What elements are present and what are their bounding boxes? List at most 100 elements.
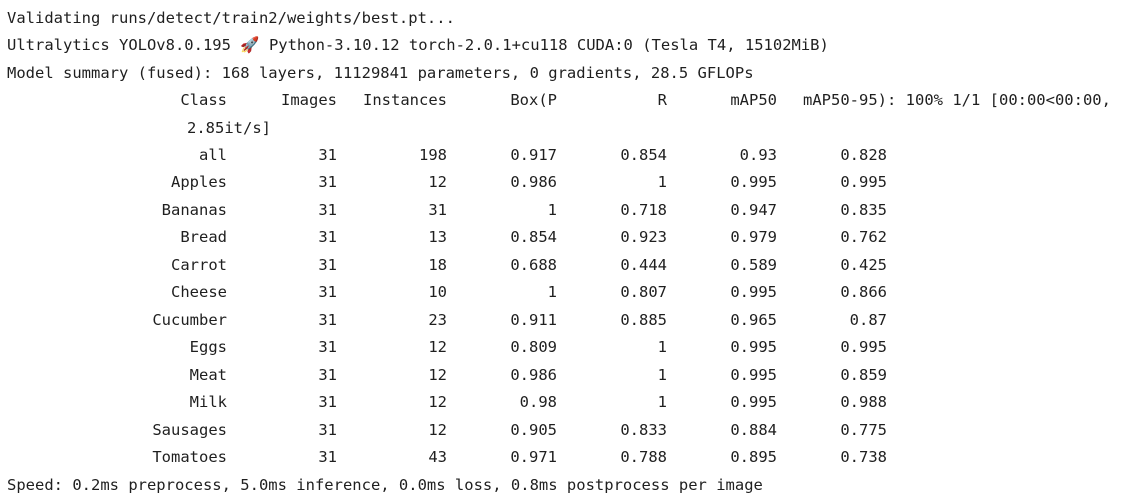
header-images: Images bbox=[281, 91, 337, 109]
table-cell-map50-95: 0.866 bbox=[840, 283, 887, 301]
table-cell-map50: 0.995 bbox=[730, 283, 777, 301]
table-cell-map50-95: 0.995 bbox=[840, 338, 887, 356]
table-cell-box-p: 0.905 bbox=[510, 421, 557, 439]
table-cell-map50-95: 0.738 bbox=[840, 448, 887, 466]
table-cell-map50: 0.589 bbox=[730, 256, 777, 274]
table-cell-instances: 12 bbox=[428, 366, 447, 384]
table-cell-box-p: 0.854 bbox=[510, 228, 557, 246]
header-map50-95: mAP50-95) bbox=[803, 91, 887, 109]
table-cell-class: Bread bbox=[180, 228, 227, 246]
progress-tail: : 100% 1/1 [00:00<00:00, bbox=[887, 91, 1111, 109]
environment-line: Ultralytics YOLOv8.0.195 🚀 Python-3.10.1… bbox=[7, 35, 829, 55]
table-cell-images: 31 bbox=[318, 201, 337, 219]
table-cell-images: 31 bbox=[318, 311, 337, 329]
table-cell-instances: 10 bbox=[428, 283, 447, 301]
header-class: Class bbox=[180, 91, 227, 109]
table-cell-images: 31 bbox=[318, 448, 337, 466]
table-cell-instances: 12 bbox=[428, 173, 447, 191]
table-cell-map50: 0.995 bbox=[730, 366, 777, 384]
table-cell-images: 31 bbox=[318, 173, 337, 191]
table-cell-box-p: 0.917 bbox=[510, 146, 557, 164]
table-cell-box-p: 0.911 bbox=[510, 311, 557, 329]
table-cell-r: 1 bbox=[657, 338, 667, 356]
table-cell-map50: 0.995 bbox=[730, 338, 777, 356]
table-cell-images: 31 bbox=[318, 338, 337, 356]
table-cell-class: Cucumber bbox=[152, 311, 227, 329]
validating-line: Validating runs/detect/train2/weights/be… bbox=[7, 9, 455, 27]
table-cell-map50-95: 0.835 bbox=[840, 201, 887, 219]
table-cell-images: 31 bbox=[318, 393, 337, 411]
rocket-icon: 🚀 bbox=[240, 36, 260, 54]
table-cell-class: Apples bbox=[171, 173, 227, 191]
table-cell-map50-95: 0.775 bbox=[840, 421, 887, 439]
table-cell-images: 31 bbox=[318, 421, 337, 439]
environment-prefix: Ultralytics YOLOv8.0.195 bbox=[7, 36, 241, 54]
table-cell-instances: 12 bbox=[428, 338, 447, 356]
header-box-p: Box(P bbox=[510, 91, 557, 109]
table-cell-map50-95: 0.859 bbox=[840, 366, 887, 384]
table-cell-r: 0.833 bbox=[620, 421, 667, 439]
table-cell-map50: 0.895 bbox=[730, 448, 777, 466]
table-cell-class: Tomatoes bbox=[152, 448, 227, 466]
table-cell-box-p: 0.986 bbox=[510, 173, 557, 191]
table-cell-class: Meat bbox=[189, 366, 227, 384]
table-cell-instances: 198 bbox=[419, 146, 447, 164]
table-cell-box-p: 0.809 bbox=[510, 338, 557, 356]
table-cell-r: 0.885 bbox=[620, 311, 667, 329]
table-cell-map50-95: 0.425 bbox=[840, 256, 887, 274]
table-cell-box-p: 0.986 bbox=[510, 366, 557, 384]
table-cell-class: Carrot bbox=[171, 256, 227, 274]
table-cell-class: Sausages bbox=[152, 421, 227, 439]
table-cell-images: 31 bbox=[318, 256, 337, 274]
table-cell-class: Eggs bbox=[189, 338, 227, 356]
model-summary-line: Model summary (fused): 168 layers, 11129… bbox=[7, 64, 754, 82]
header-instances: Instances bbox=[363, 91, 447, 109]
table-cell-instances: 12 bbox=[428, 421, 447, 439]
environment-suffix: Python-3.10.12 torch-2.0.1+cu118 CUDA:0 … bbox=[259, 36, 829, 54]
table-cell-images: 31 bbox=[318, 146, 337, 164]
table-cell-map50: 0.93 bbox=[739, 146, 777, 164]
table-cell-box-p: 1 bbox=[547, 201, 557, 219]
table-cell-r: 1 bbox=[657, 366, 667, 384]
table-cell-instances: 13 bbox=[428, 228, 447, 246]
table-cell-box-p: 1 bbox=[547, 283, 557, 301]
table-cell-map50: 0.965 bbox=[730, 311, 777, 329]
table-cell-r: 0.923 bbox=[620, 228, 667, 246]
header-map50: mAP50 bbox=[730, 91, 777, 109]
table-cell-r: 0.807 bbox=[620, 283, 667, 301]
table-cell-r: 1 bbox=[657, 393, 667, 411]
table-cell-r: 1 bbox=[657, 173, 667, 191]
table-cell-instances: 18 bbox=[428, 256, 447, 274]
table-cell-r: 0.444 bbox=[620, 256, 667, 274]
table-cell-instances: 12 bbox=[428, 393, 447, 411]
table-cell-images: 31 bbox=[318, 228, 337, 246]
table-cell-r: 0.854 bbox=[620, 146, 667, 164]
table-cell-instances: 43 bbox=[428, 448, 447, 466]
table-cell-map50: 0.884 bbox=[730, 421, 777, 439]
table-cell-class: Bananas bbox=[161, 201, 227, 219]
header-r: R bbox=[657, 91, 667, 109]
table-cell-r: 0.788 bbox=[620, 448, 667, 466]
table-cell-map50-95: 0.828 bbox=[840, 146, 887, 164]
table-cell-map50: 0.947 bbox=[730, 201, 777, 219]
table-cell-map50: 0.995 bbox=[730, 393, 777, 411]
table-cell-r: 0.718 bbox=[620, 201, 667, 219]
table-cell-instances: 31 bbox=[428, 201, 447, 219]
table-cell-box-p: 0.688 bbox=[510, 256, 557, 274]
speed-line: Speed: 0.2ms preprocess, 5.0ms inference… bbox=[7, 476, 763, 494]
table-cell-map50: 0.995 bbox=[730, 173, 777, 191]
table-cell-class: all bbox=[199, 146, 227, 164]
table-cell-class: Milk bbox=[189, 393, 227, 411]
table-cell-map50-95: 0.762 bbox=[840, 228, 887, 246]
table-cell-box-p: 0.98 bbox=[519, 393, 557, 411]
table-cell-instances: 23 bbox=[428, 311, 447, 329]
table-cell-class: Cheese bbox=[171, 283, 227, 301]
table-cell-box-p: 0.971 bbox=[510, 448, 557, 466]
table-cell-map50-95: 0.87 bbox=[849, 311, 887, 329]
table-cell-map50-95: 0.995 bbox=[840, 173, 887, 191]
table-cell-map50: 0.979 bbox=[730, 228, 777, 246]
table-cell-map50-95: 0.988 bbox=[840, 393, 887, 411]
progress-rate: 2.85it/s] bbox=[187, 119, 271, 137]
table-cell-images: 31 bbox=[318, 366, 337, 384]
